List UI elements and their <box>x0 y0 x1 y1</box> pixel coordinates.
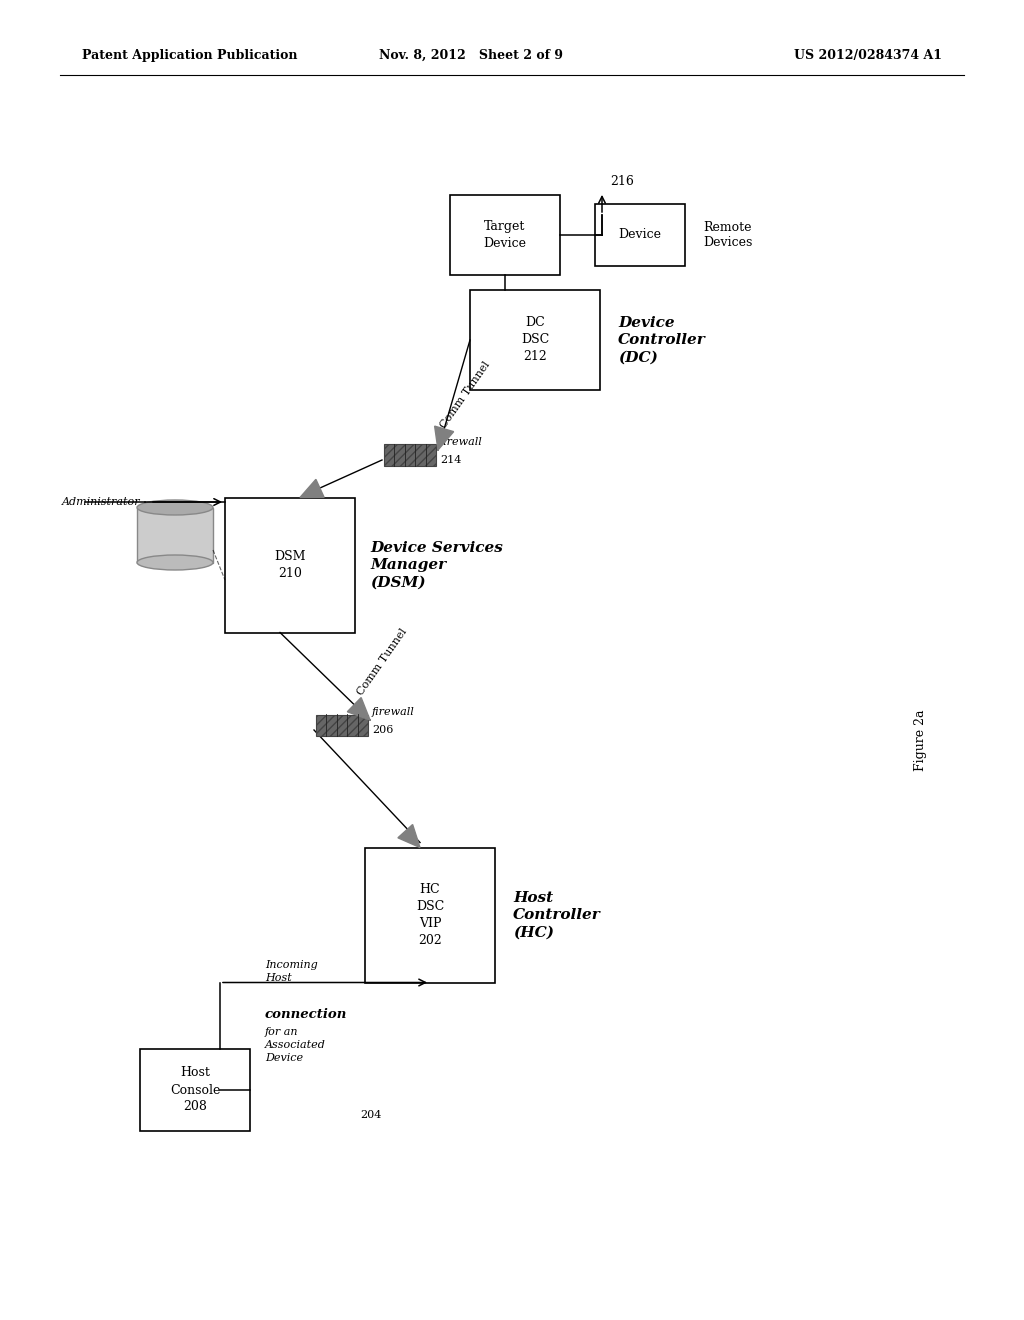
Text: Figure 2a: Figure 2a <box>914 709 927 771</box>
Polygon shape <box>434 426 454 450</box>
Text: Incoming
Host: Incoming Host <box>265 960 317 997</box>
Text: Target
Device: Target Device <box>483 220 526 249</box>
Bar <box>316 714 368 735</box>
Text: 214: 214 <box>440 455 462 465</box>
Text: Device
Controller
(DC): Device Controller (DC) <box>618 315 706 364</box>
Text: 206: 206 <box>372 725 393 735</box>
Polygon shape <box>347 697 370 719</box>
Bar <box>137 507 213 562</box>
Bar <box>140 1049 250 1131</box>
Text: firewall: firewall <box>372 708 415 717</box>
Bar <box>384 445 436 466</box>
Bar <box>225 498 355 632</box>
Polygon shape <box>398 825 420 847</box>
Text: Host
Controller
(HC): Host Controller (HC) <box>513 891 601 940</box>
Text: 216: 216 <box>610 176 634 187</box>
Polygon shape <box>300 479 325 498</box>
Text: Remote
Devices: Remote Devices <box>703 220 753 249</box>
Text: Comm Tunnel: Comm Tunnel <box>438 360 492 430</box>
Bar <box>365 847 495 982</box>
Text: Patent Application Publication: Patent Application Publication <box>82 49 298 62</box>
Text: for an
Associated
Device: for an Associated Device <box>265 1027 326 1063</box>
Text: DC
DSC
212: DC DSC 212 <box>521 317 549 363</box>
Ellipse shape <box>137 554 213 570</box>
Text: connection: connection <box>265 1008 347 1022</box>
Bar <box>595 205 685 267</box>
Text: Nov. 8, 2012   Sheet 2 of 9: Nov. 8, 2012 Sheet 2 of 9 <box>379 49 563 62</box>
Text: US 2012/0284374 A1: US 2012/0284374 A1 <box>794 49 942 62</box>
Text: DSM
210: DSM 210 <box>274 550 306 579</box>
Text: firewall: firewall <box>440 437 482 447</box>
Text: 204: 204 <box>360 1110 381 1119</box>
Text: Device: Device <box>618 228 662 242</box>
Text: Device Services
Manager
(DSM): Device Services Manager (DSM) <box>370 541 503 589</box>
Text: Comm Tunnel: Comm Tunnel <box>355 627 409 697</box>
Bar <box>450 195 560 275</box>
Text: Administrator: Administrator <box>61 498 140 507</box>
Bar <box>470 290 600 389</box>
Text: HC
DSC
VIP
202: HC DSC VIP 202 <box>416 883 444 946</box>
Ellipse shape <box>137 500 213 515</box>
Text: Host
Console
208: Host Console 208 <box>170 1067 220 1114</box>
